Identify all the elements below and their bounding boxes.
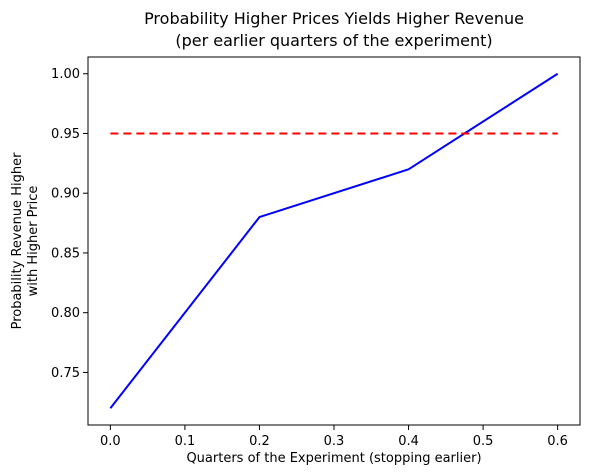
series-line-probability bbox=[110, 74, 557, 409]
x-tick-label: 0.1 bbox=[175, 434, 196, 449]
x-axis-ticks: 0.0 0.1 0.2 0.3 0.4 0.5 0.6 bbox=[100, 425, 568, 449]
x-axis-label: Quarters of the Experiment (stopping ear… bbox=[186, 451, 481, 466]
x-tick-label: 0.2 bbox=[249, 434, 270, 449]
x-tick-label: 0.0 bbox=[100, 434, 121, 449]
plot-series bbox=[110, 74, 557, 409]
y-tick-label: 0.90 bbox=[51, 187, 80, 202]
chart-title-line-2: (per earlier quarters of the experiment) bbox=[175, 31, 492, 50]
x-tick-label: 0.3 bbox=[324, 434, 345, 449]
y-axis-label-line-2: with Higher Price bbox=[26, 186, 41, 297]
chart-title-line-1: Probability Higher Prices Yields Higher … bbox=[144, 9, 524, 28]
y-tick-label: 1.00 bbox=[51, 67, 80, 82]
y-tick-label: 0.85 bbox=[51, 246, 80, 261]
x-tick-label: 0.6 bbox=[547, 434, 568, 449]
x-tick-label: 0.5 bbox=[473, 434, 494, 449]
x-tick-label: 0.4 bbox=[398, 434, 419, 449]
y-tick-label: 0.75 bbox=[51, 366, 80, 381]
y-tick-label: 0.95 bbox=[51, 127, 80, 142]
plot-area-frame bbox=[88, 57, 580, 425]
y-axis-ticks: 0.75 0.80 0.85 0.90 0.95 1.00 bbox=[51, 67, 88, 381]
y-tick-label: 0.80 bbox=[51, 306, 80, 321]
y-axis-label-line-1: Probability Revenue Higher bbox=[10, 152, 25, 329]
